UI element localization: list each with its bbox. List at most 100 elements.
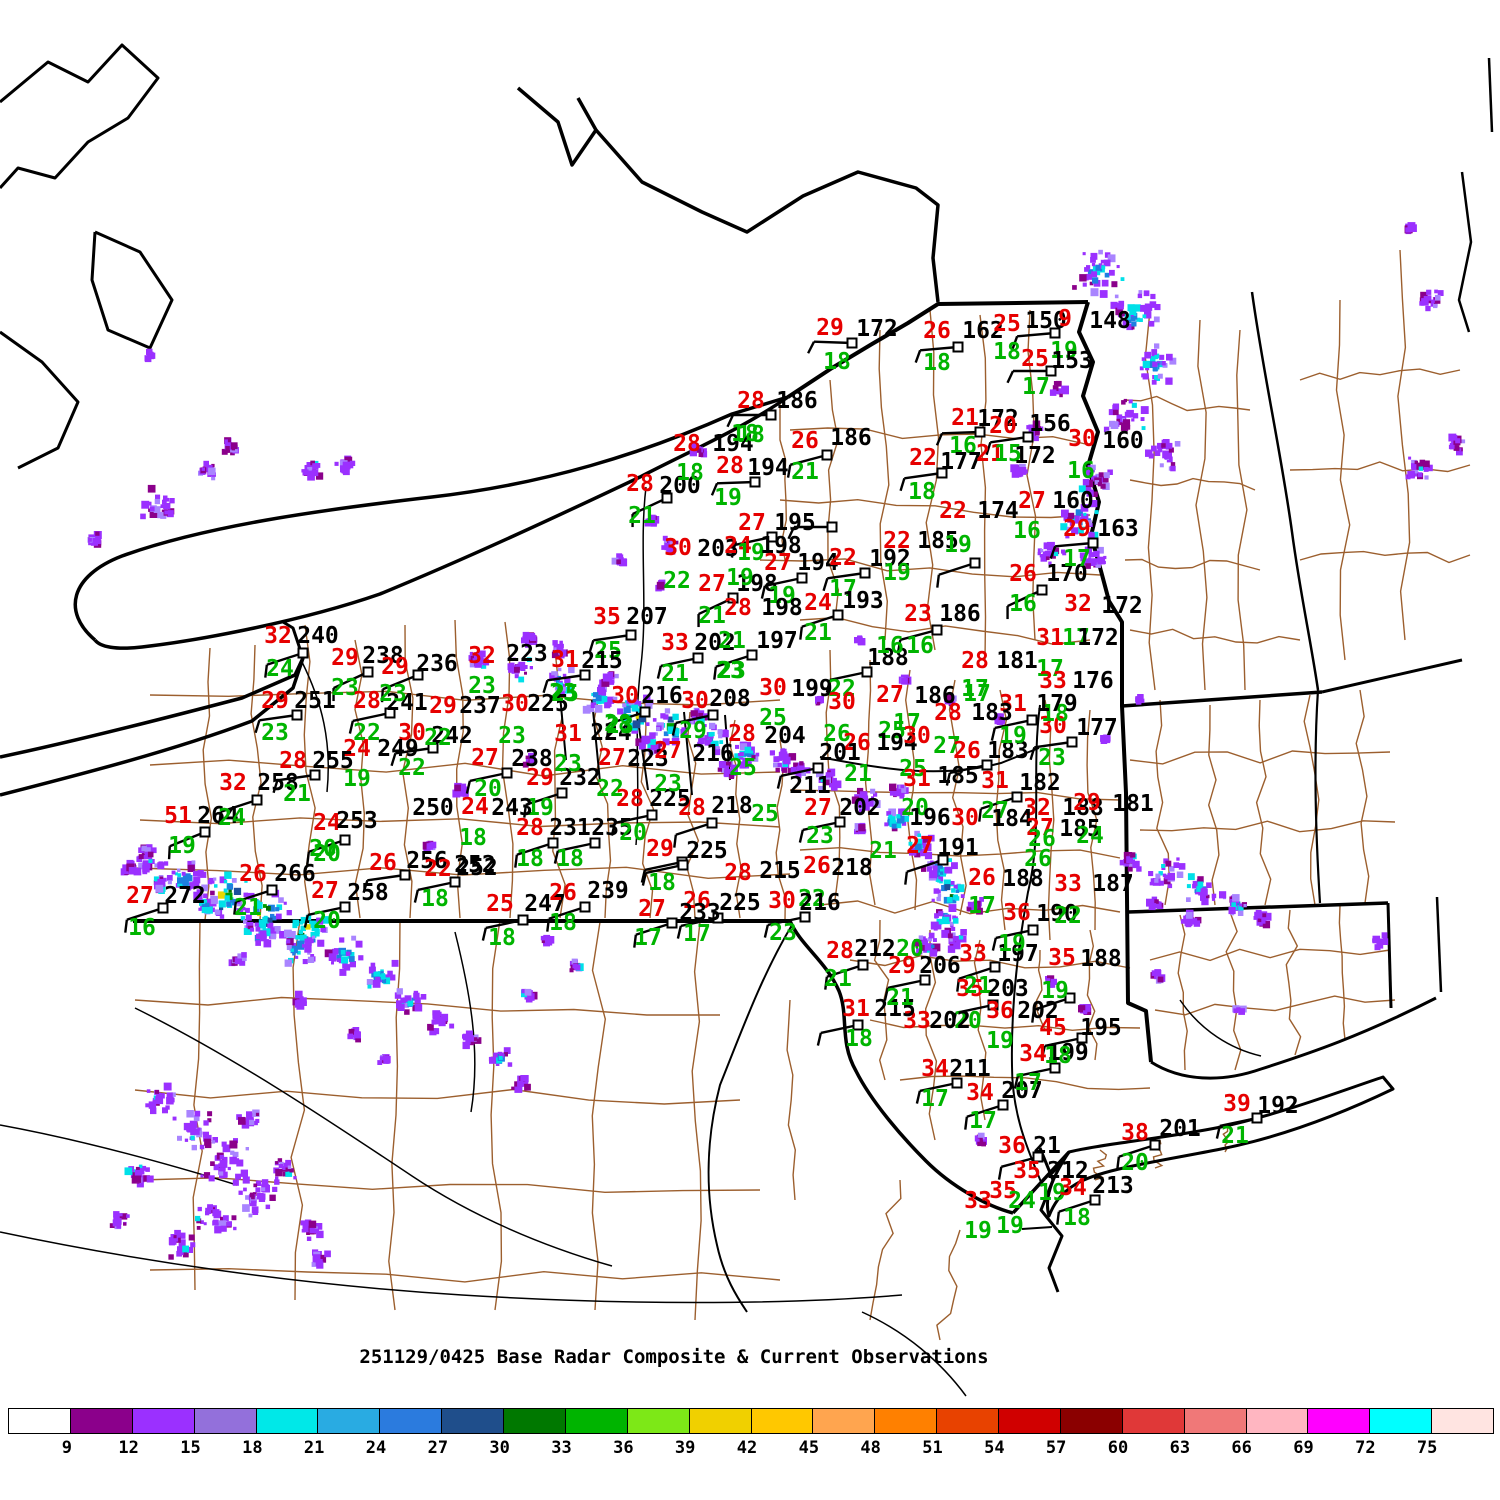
station-dewpoint: 23 bbox=[379, 681, 407, 707]
county-line bbox=[134, 996, 720, 1016]
radar-cell bbox=[201, 907, 208, 914]
radar-cell bbox=[1144, 351, 1151, 359]
radar-cell bbox=[948, 858, 952, 862]
radar-cell bbox=[527, 993, 535, 1001]
station-pressure: 216 bbox=[692, 741, 734, 767]
station-temperature: 27 bbox=[804, 795, 832, 821]
wind-barb bbox=[380, 669, 424, 703]
radar-cell bbox=[1135, 699, 1142, 705]
colorbar-segment bbox=[318, 1409, 381, 1433]
radar-cell bbox=[661, 545, 666, 550]
radar-cell bbox=[526, 657, 532, 662]
station-temperature: 9 bbox=[1058, 306, 1072, 332]
station-pressure: 203 bbox=[697, 536, 739, 562]
wind-barb bbox=[306, 834, 351, 865]
radar-cell bbox=[901, 809, 907, 815]
station-pressure: 176 bbox=[1072, 668, 1114, 694]
county-line bbox=[1338, 905, 1346, 1041]
radar-cell bbox=[1376, 941, 1384, 949]
radar-cell bbox=[617, 708, 624, 715]
radar-cell bbox=[669, 541, 674, 546]
station-dewpoint: 21 bbox=[791, 459, 819, 485]
radar-cell bbox=[489, 1056, 496, 1064]
radar-cell bbox=[514, 1081, 520, 1087]
river-line bbox=[1250, 291, 1320, 691]
station-marker bbox=[589, 837, 601, 849]
radar-cell bbox=[229, 1140, 238, 1149]
border-line bbox=[1386, 902, 1393, 1009]
radar-cell bbox=[1075, 509, 1083, 517]
radar-cell bbox=[941, 929, 950, 938]
radar-cell bbox=[221, 448, 228, 455]
radar-cell bbox=[916, 948, 923, 955]
radar-cell bbox=[1372, 935, 1381, 944]
radar-cell bbox=[1078, 1005, 1086, 1013]
radar-cell bbox=[861, 638, 865, 642]
radar-cell bbox=[1145, 366, 1150, 371]
radar-cell bbox=[595, 695, 602, 702]
radar-cell bbox=[407, 1000, 414, 1007]
radar-cell bbox=[226, 1221, 232, 1227]
radar-cell bbox=[551, 651, 559, 659]
radar-cell bbox=[1131, 402, 1137, 408]
radar-cell bbox=[370, 962, 376, 968]
radar-cell bbox=[749, 752, 755, 758]
station-marker bbox=[677, 859, 689, 871]
station-marker bbox=[1049, 327, 1061, 339]
wind-barb bbox=[272, 769, 321, 794]
station-marker bbox=[799, 911, 811, 923]
county-line bbox=[149, 690, 781, 706]
station-temperature: 26 bbox=[683, 888, 711, 914]
radar-cell bbox=[1116, 418, 1123, 426]
radar-cell bbox=[213, 1164, 220, 1171]
radar-cell bbox=[321, 916, 329, 924]
radar-cell bbox=[949, 938, 953, 942]
station-temperature: 29 bbox=[1063, 516, 1091, 542]
radar-cell bbox=[212, 1137, 218, 1143]
county-line bbox=[1289, 461, 1471, 473]
station-marker bbox=[1022, 431, 1034, 443]
wind-barb bbox=[656, 652, 704, 679]
river-line bbox=[683, 711, 693, 796]
radar-cell bbox=[1095, 264, 1103, 272]
radar-cell bbox=[1161, 443, 1166, 448]
county-line bbox=[1086, 929, 1098, 1061]
river-line bbox=[861, 1311, 967, 1397]
station-pressure: 153 bbox=[1051, 348, 1093, 374]
station-temperature: 25 bbox=[993, 311, 1021, 337]
radar-cell bbox=[1069, 522, 1074, 526]
station-temperature: 29 bbox=[381, 654, 409, 680]
radar-cell bbox=[619, 557, 624, 562]
radar-cell bbox=[540, 935, 546, 941]
radar-cell bbox=[1151, 349, 1158, 355]
station-marker bbox=[1049, 1062, 1061, 1074]
radar-cell bbox=[135, 1166, 140, 1171]
station-pressure: 206 bbox=[919, 953, 961, 979]
radar-cell bbox=[1233, 1008, 1239, 1014]
radar-cell bbox=[150, 847, 157, 854]
station-pressure: 188 bbox=[1080, 946, 1122, 972]
radar-cell bbox=[666, 548, 671, 554]
radar-cell bbox=[511, 1086, 515, 1090]
station-marker bbox=[989, 961, 1001, 973]
radar-cell bbox=[211, 463, 215, 468]
radar-cell bbox=[551, 671, 558, 678]
radar-cell bbox=[224, 439, 228, 443]
radar-cell bbox=[1116, 265, 1120, 269]
station-temperature: 27 bbox=[906, 833, 934, 859]
wind-barb bbox=[606, 706, 651, 737]
radar-cell bbox=[1131, 316, 1136, 321]
colorbar-tick-label: 63 bbox=[1169, 1438, 1191, 1458]
radar-cell bbox=[332, 948, 339, 955]
station-temperature: 33 bbox=[959, 941, 987, 967]
station-temperature: 26 bbox=[369, 850, 397, 876]
radar-cell bbox=[1142, 360, 1150, 368]
station-temperature: 35 bbox=[1048, 945, 1076, 971]
colorbar-segment bbox=[380, 1409, 443, 1433]
radar-cell bbox=[872, 800, 881, 808]
station-marker bbox=[846, 337, 858, 349]
radar-cell bbox=[1081, 526, 1085, 530]
radar-cell bbox=[1151, 379, 1157, 385]
radar-cell bbox=[518, 676, 525, 683]
radar-cell bbox=[739, 752, 744, 757]
